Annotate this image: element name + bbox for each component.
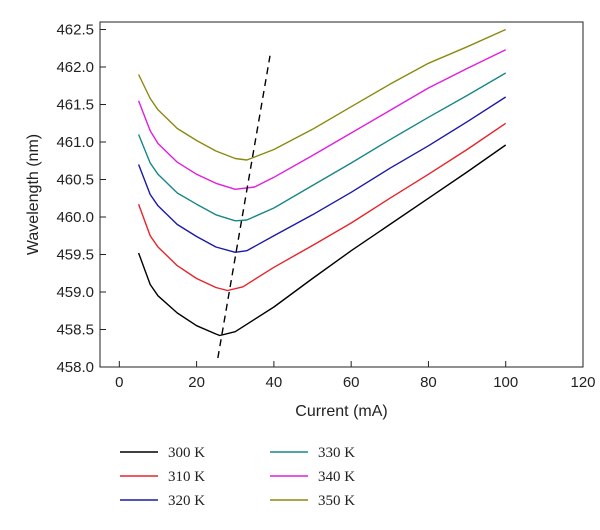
series-line-340k — [137, 49, 507, 191]
legend-label: 340 K — [318, 469, 355, 485]
y-tick-label: 459.0 — [56, 284, 94, 301]
legend-label: 320 K — [168, 493, 205, 509]
x-tick-label: 80 — [420, 374, 437, 391]
plot-frame — [99, 21, 584, 368]
y-tick-label: 462.5 — [56, 22, 94, 39]
x-tick-label: 60 — [343, 374, 360, 391]
legend-label: 330 K — [318, 445, 355, 461]
x-tick-label: 100 — [493, 374, 518, 391]
series-line-320k — [137, 96, 507, 254]
x-tick-label: 120 — [570, 374, 595, 391]
series-line-350k — [137, 28, 506, 161]
y-tick-label: 461.5 — [56, 97, 94, 114]
annotation-layer — [217, 55, 271, 359]
y-axis: 458.0 458.5 459.0 459.5 460.0 460.5 461.0 461.5… — [56, 22, 106, 376]
y-tick-label: 461.0 — [56, 134, 94, 151]
legend-label: 300 K — [168, 445, 205, 461]
y-tick-label: 460.0 — [56, 209, 94, 226]
series-line-330k — [137, 72, 507, 222]
minimum-trend-dashed-line — [217, 55, 271, 359]
y-tick-label: 462.0 — [56, 59, 94, 76]
series-layer — [137, 28, 507, 337]
y-axis-title: Wavelength (nm) — [25, 134, 42, 255]
x-tick-label: 40 — [266, 374, 283, 391]
legend-label: 310 K — [168, 469, 205, 485]
legend-label: 350 K — [318, 493, 355, 509]
x-tick-label: 20 — [188, 374, 205, 391]
series-line-300k — [137, 144, 507, 337]
x-axis-title: Current (mA) — [295, 403, 387, 420]
y-tick-label: 460.5 — [56, 172, 94, 189]
legend: 300 K 310 K 320 K 330 K 340 K 350 K — [120, 445, 355, 509]
y-tick-label: 459.5 — [56, 247, 94, 264]
x-axis: 0 20 40 60 80 100 120 — [115, 361, 596, 391]
x-tick-label: 0 — [115, 374, 123, 391]
series-line-310k — [137, 122, 507, 292]
y-tick-label: 458.5 — [56, 322, 94, 339]
y-tick-label: 458.0 — [56, 359, 94, 376]
